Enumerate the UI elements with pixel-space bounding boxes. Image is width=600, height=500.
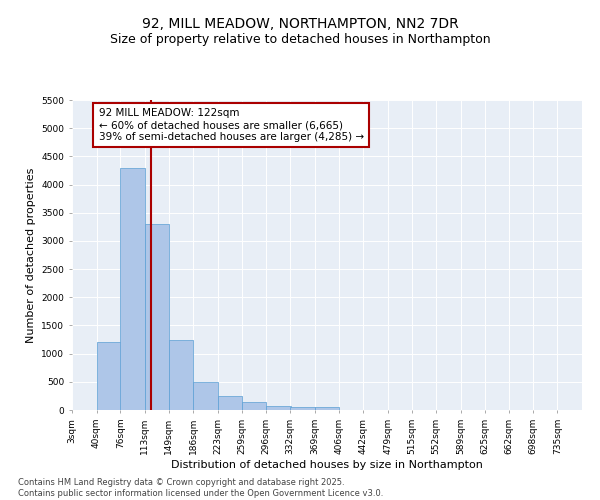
- Bar: [315, 407, 339, 410]
- Bar: [266, 406, 291, 410]
- Text: 92, MILL MEADOW, NORTHAMPTON, NN2 7DR: 92, MILL MEADOW, NORTHAMPTON, NN2 7DR: [142, 18, 458, 32]
- Bar: [97, 342, 121, 410]
- Text: Size of property relative to detached houses in Northampton: Size of property relative to detached ho…: [110, 32, 490, 46]
- Y-axis label: Number of detached properties: Number of detached properties: [26, 168, 36, 342]
- Text: 92 MILL MEADOW: 122sqm
← 60% of detached houses are smaller (6,665)
39% of semi-: 92 MILL MEADOW: 122sqm ← 60% of detached…: [98, 108, 364, 142]
- Bar: [169, 340, 193, 410]
- Bar: [193, 382, 218, 410]
- Bar: [145, 224, 169, 410]
- Bar: [218, 396, 242, 410]
- Bar: [121, 168, 145, 410]
- Bar: [290, 407, 315, 410]
- Bar: [242, 402, 266, 410]
- X-axis label: Distribution of detached houses by size in Northampton: Distribution of detached houses by size …: [171, 460, 483, 469]
- Text: Contains HM Land Registry data © Crown copyright and database right 2025.
Contai: Contains HM Land Registry data © Crown c…: [18, 478, 383, 498]
